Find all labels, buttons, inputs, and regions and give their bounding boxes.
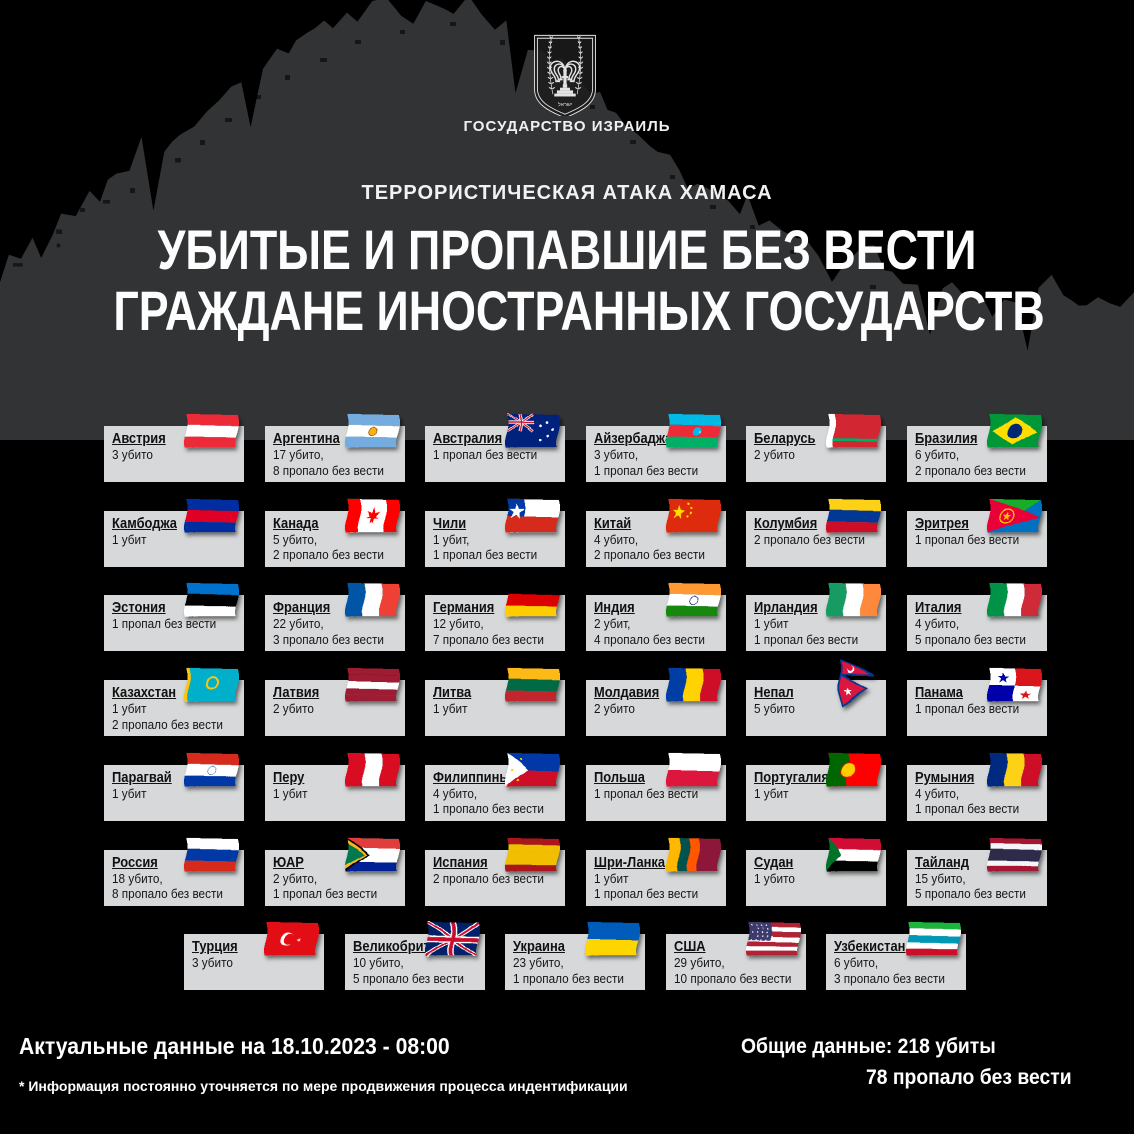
svg-text:ישראל: ישראל [558,101,572,108]
